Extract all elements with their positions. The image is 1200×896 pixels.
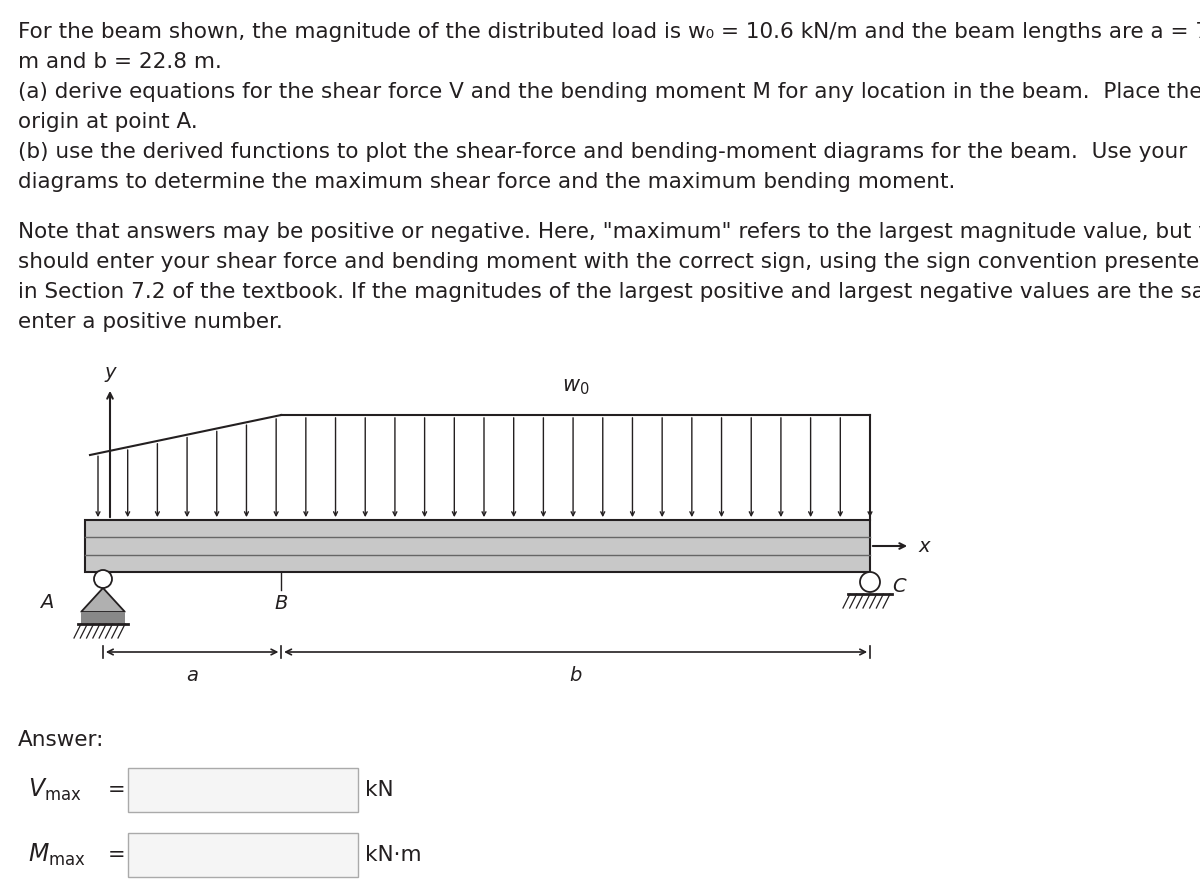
Text: in Section 7.2 of the textbook. If the magnitudes of the largest positive and la: in Section 7.2 of the textbook. If the m… — [18, 282, 1200, 302]
Text: y: y — [104, 363, 115, 382]
Text: =: = — [108, 845, 126, 865]
Text: diagrams to determine the maximum shear force and the maximum bending moment.: diagrams to determine the maximum shear … — [18, 172, 955, 192]
Polygon shape — [82, 588, 125, 612]
Text: x: x — [918, 537, 930, 556]
Text: Note that answers may be positive or negative. Here, "maximum" refers to the lar: Note that answers may be positive or neg… — [18, 222, 1200, 242]
Text: C: C — [892, 576, 906, 596]
FancyBboxPatch shape — [128, 833, 358, 877]
Circle shape — [94, 570, 112, 588]
Text: $w_0$: $w_0$ — [562, 377, 589, 397]
Text: kN·m: kN·m — [365, 845, 421, 865]
Circle shape — [860, 572, 880, 592]
FancyBboxPatch shape — [128, 768, 358, 812]
Bar — [85, 520, 870, 572]
Text: (a) derive equations for the shear force V and the bending moment M for any loca: (a) derive equations for the shear force… — [18, 82, 1200, 102]
Text: B: B — [275, 594, 288, 613]
Text: $M_{\mathrm{max}}$: $M_{\mathrm{max}}$ — [28, 842, 86, 868]
Text: origin at point A.: origin at point A. — [18, 112, 198, 132]
Text: kN: kN — [365, 780, 394, 800]
Text: should enter your shear force and bending moment with the correct sign, using th: should enter your shear force and bendin… — [18, 252, 1200, 272]
Text: m and b = 22.8 m.: m and b = 22.8 m. — [18, 52, 222, 72]
Text: $V_{\mathrm{max}}$: $V_{\mathrm{max}}$ — [28, 777, 82, 803]
Text: enter a positive number.: enter a positive number. — [18, 312, 283, 332]
Text: a: a — [186, 666, 198, 685]
Text: A: A — [40, 592, 53, 611]
Text: (b) use the derived functions to plot the shear-force and bending-moment diagram: (b) use the derived functions to plot th… — [18, 142, 1187, 162]
Text: Answer:: Answer: — [18, 730, 104, 750]
Text: =: = — [108, 780, 126, 800]
Bar — [82, 612, 125, 624]
Text: For the beam shown, the magnitude of the distributed load is w₀ = 10.6 kN/m and : For the beam shown, the magnitude of the… — [18, 22, 1200, 42]
Text: b: b — [570, 666, 582, 685]
